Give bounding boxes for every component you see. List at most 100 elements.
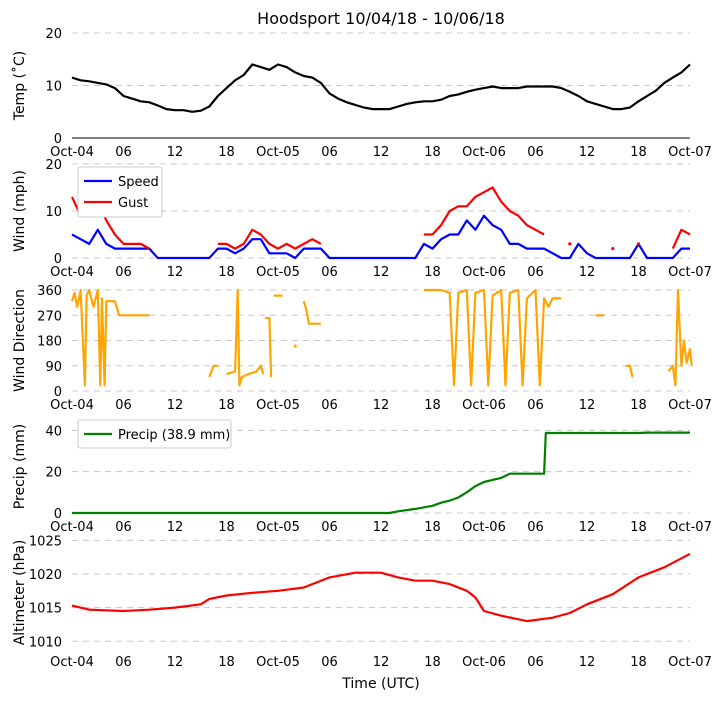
x-tick-label: 18 <box>630 520 647 535</box>
x-tick-label: 06 <box>527 145 544 160</box>
x-tick-label: Oct-07 <box>668 265 712 280</box>
x-tick-label: 12 <box>373 398 390 413</box>
x-tick-label: 12 <box>579 520 596 535</box>
series-line-direction <box>70 288 693 387</box>
y-tick-label: 1025 <box>29 534 62 549</box>
y-tick-label: 360 <box>37 284 62 299</box>
y-axis-label: Precip (mm) <box>12 424 28 509</box>
x-tick-label: 06 <box>527 655 544 670</box>
x-tick-label: 06 <box>321 398 338 413</box>
x-tick-label: 06 <box>527 265 544 280</box>
y-tick-label: 0 <box>54 132 62 147</box>
x-tick-label: 18 <box>424 145 441 160</box>
x-tick-label: Oct-07 <box>668 655 712 670</box>
x-tick-label: Oct-06 <box>462 655 506 670</box>
x-tick-label: 06 <box>527 398 544 413</box>
panel-1 <box>70 163 691 260</box>
x-tick-label: Oct-05 <box>256 145 300 160</box>
y-tick-label: 0 <box>54 252 62 267</box>
y-tick-label: 40 <box>45 424 62 439</box>
y-axis-label: Temp (˚C) <box>11 51 28 121</box>
legend-label: Precip (38.9 mm) <box>118 428 230 443</box>
x-tick-label: Oct-04 <box>50 265 94 280</box>
data-point <box>568 242 572 246</box>
x-tick-label: 06 <box>115 145 132 160</box>
x-tick-label: 18 <box>630 145 647 160</box>
panel-2 <box>70 288 693 392</box>
panel-4 <box>71 539 691 642</box>
x-tick-label: 18 <box>630 655 647 670</box>
x-tick-label: 06 <box>115 520 132 535</box>
legend-label: Gust <box>118 196 148 211</box>
x-tick-label: 18 <box>218 520 235 535</box>
data-point <box>636 242 641 246</box>
x-tick-label: 12 <box>373 145 390 160</box>
series-line-temp <box>71 63 691 113</box>
x-tick-label: Oct-05 <box>256 655 300 670</box>
x-tick-label: Oct-06 <box>462 398 506 413</box>
x-tick-label: 18 <box>424 520 441 535</box>
legend-label: Speed <box>118 175 159 190</box>
x-tick-label: 18 <box>630 398 647 413</box>
x-tick-label: Oct-04 <box>50 655 94 670</box>
x-tick-label: 12 <box>579 655 596 670</box>
x-tick-label: 12 <box>579 398 596 413</box>
x-tick-label: 18 <box>218 398 235 413</box>
data-point <box>611 247 615 251</box>
y-tick-label: 180 <box>37 335 62 350</box>
y-tick-label: 10 <box>45 80 62 95</box>
x-tick-label: 06 <box>321 520 338 535</box>
y-tick-label: 10 <box>45 205 62 220</box>
x-tick-label: Oct-06 <box>462 265 506 280</box>
x-tick-label: Oct-05 <box>256 398 300 413</box>
series-line-gust <box>70 186 691 250</box>
x-tick-label: 12 <box>579 145 596 160</box>
x-tick-label: 12 <box>167 655 184 670</box>
x-tick-label: Oct-06 <box>462 145 506 160</box>
x-tick-label: 06 <box>321 265 338 280</box>
x-tick-label: 12 <box>373 520 390 535</box>
x-tick-label: 06 <box>115 265 132 280</box>
x-tick-label: 12 <box>579 265 596 280</box>
y-tick-label: 270 <box>37 309 62 324</box>
x-tick-label: 12 <box>167 398 184 413</box>
y-tick-label: 0 <box>54 385 62 400</box>
y-tick-label: 20 <box>45 27 62 42</box>
x-tick-label: 12 <box>167 145 184 160</box>
x-tick-label: 06 <box>115 655 132 670</box>
x-tick-label: Oct-06 <box>462 520 506 535</box>
y-tick-label: 20 <box>45 466 62 481</box>
x-tick-label: 18 <box>218 655 235 670</box>
x-tick-label: 18 <box>424 398 441 413</box>
x-tick-label: Oct-07 <box>668 145 712 160</box>
legend-box <box>77 419 232 449</box>
x-tick-label: Oct-07 <box>668 398 712 413</box>
x-tick-label: 12 <box>373 655 390 670</box>
x-tick-label: 06 <box>527 520 544 535</box>
y-tick-label: 0 <box>54 507 62 522</box>
x-tick-label: 06 <box>321 145 338 160</box>
y-axis-label: Altimeter (hPa) <box>12 540 28 646</box>
x-tick-label: 18 <box>218 145 235 160</box>
y-axis-label: Wind Direction <box>12 289 28 392</box>
x-tick-label: Oct-05 <box>256 265 300 280</box>
x-tick-label: 12 <box>167 520 184 535</box>
x-tick-label: 18 <box>424 265 441 280</box>
x-tick-label: Oct-04 <box>50 398 94 413</box>
x-tick-label: 12 <box>373 265 390 280</box>
y-tick-label: 1010 <box>29 635 62 650</box>
x-tick-label: 18 <box>424 655 441 670</box>
chart-title: Hoodsport 10/04/18 - 10/06/18 <box>257 9 505 28</box>
x-tick-label: Oct-04 <box>50 145 94 160</box>
x-tick-label: Oct-07 <box>668 520 712 535</box>
series-line-altimeter <box>71 552 691 623</box>
data-point <box>293 344 297 348</box>
series-line-speed <box>71 214 690 260</box>
panel-0 <box>71 32 691 139</box>
y-tick-label: 1020 <box>29 568 62 583</box>
x-tick-label: 06 <box>321 655 338 670</box>
x-tick-label: 12 <box>167 265 184 280</box>
x-tick-label: Oct-05 <box>256 520 300 535</box>
x-tick-label: 18 <box>630 265 647 280</box>
